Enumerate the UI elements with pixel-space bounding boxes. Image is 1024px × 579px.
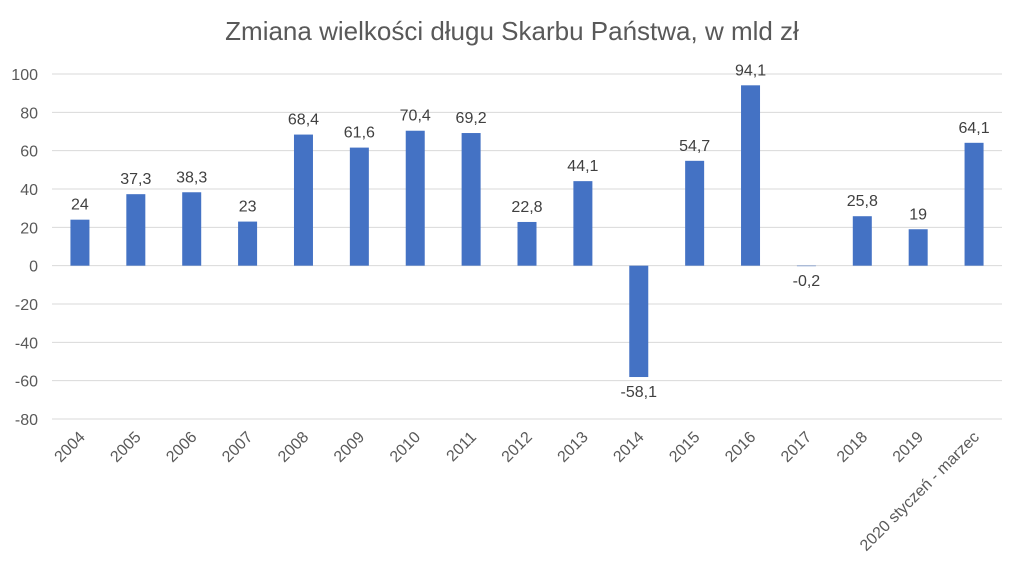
data-label: 54,7	[679, 138, 710, 155]
x-tick-label: 2009	[331, 429, 368, 466]
x-tick-label: 2011	[444, 429, 480, 465]
x-tick-label: 2006	[163, 429, 200, 466]
x-tick-label: 2016	[722, 429, 759, 466]
data-label: 23	[239, 199, 257, 216]
y-tick-label: 100	[11, 67, 38, 84]
bar-2014	[629, 265, 649, 378]
x-tick-label: 2004	[52, 429, 89, 466]
data-label: 94,1	[735, 62, 766, 79]
bar-2017	[796, 265, 816, 267]
x-tick-label: 2010	[387, 429, 424, 466]
y-tick-label: -40	[15, 335, 38, 352]
data-label: -58,1	[621, 384, 658, 401]
data-label: 24	[71, 197, 89, 214]
x-tick-label: 2017	[778, 429, 815, 466]
x-tick-label: 2007	[219, 429, 256, 466]
data-label: 61,6	[344, 125, 375, 142]
y-axis-ticks: 100 80 60 40 20 0 -20 -40 -60 -80	[11, 67, 38, 429]
bar-2012	[517, 221, 537, 266]
x-tick-label: 2012	[499, 429, 536, 466]
x-tick-label: 2019	[890, 429, 927, 466]
bar-2011	[461, 133, 481, 266]
data-label: 64,1	[958, 120, 989, 137]
x-tick-label: 2018	[834, 429, 871, 466]
x-tick-label: 2014	[610, 429, 647, 466]
chart-title: Zmiana wielkości długu Skarbu Państwa, w…	[225, 16, 799, 46]
data-label: 68,4	[288, 112, 319, 129]
bar-2020-styczeń---marzec	[964, 142, 984, 266]
x-tick-label: 2013	[555, 429, 592, 466]
bar-2019	[908, 229, 928, 266]
y-tick-label: -80	[15, 412, 38, 429]
bar-2013	[573, 181, 593, 266]
y-tick-label: -60	[15, 374, 38, 391]
data-label: -0,2	[793, 273, 821, 290]
bar-2015	[685, 160, 705, 266]
bar-2010	[405, 130, 425, 266]
data-label: 22,8	[511, 199, 542, 216]
data-label: 69,2	[456, 110, 487, 127]
data-label: 44,1	[567, 158, 598, 175]
y-tick-label: 40	[20, 182, 38, 199]
data-label: 25,8	[847, 193, 878, 210]
bar-2005	[126, 194, 146, 266]
y-tick-label: 0	[29, 259, 38, 276]
data-labels: 24 37,3 38,3 23 68,4 61,6 70,4 69,2 22,8 44,1 -58,…	[71, 62, 990, 401]
data-label: 37,3	[120, 171, 151, 188]
y-tick-label: -20	[15, 297, 38, 314]
bar-2006	[182, 192, 202, 266]
x-tick-label: 2005	[107, 429, 144, 466]
bar-2016	[741, 85, 761, 266]
y-tick-label: 80	[20, 105, 38, 122]
bar-2009	[349, 147, 369, 266]
x-axis-ticks: 2004 2005 2006 2007 2008 2009 2010 2011 2012 2013…	[52, 429, 983, 555]
x-tick-label: 2015	[666, 429, 703, 466]
data-label: 19	[909, 206, 927, 223]
bars	[70, 85, 984, 378]
bar-2004	[70, 219, 90, 266]
bar-2018	[852, 216, 872, 266]
x-tick-label: 2008	[275, 429, 312, 466]
bar-2007	[238, 221, 258, 266]
bar-2008	[293, 134, 313, 266]
data-label: 70,4	[400, 108, 431, 125]
y-tick-label: 60	[20, 144, 38, 161]
y-tick-label: 20	[20, 220, 38, 237]
data-label: 38,3	[176, 169, 207, 186]
